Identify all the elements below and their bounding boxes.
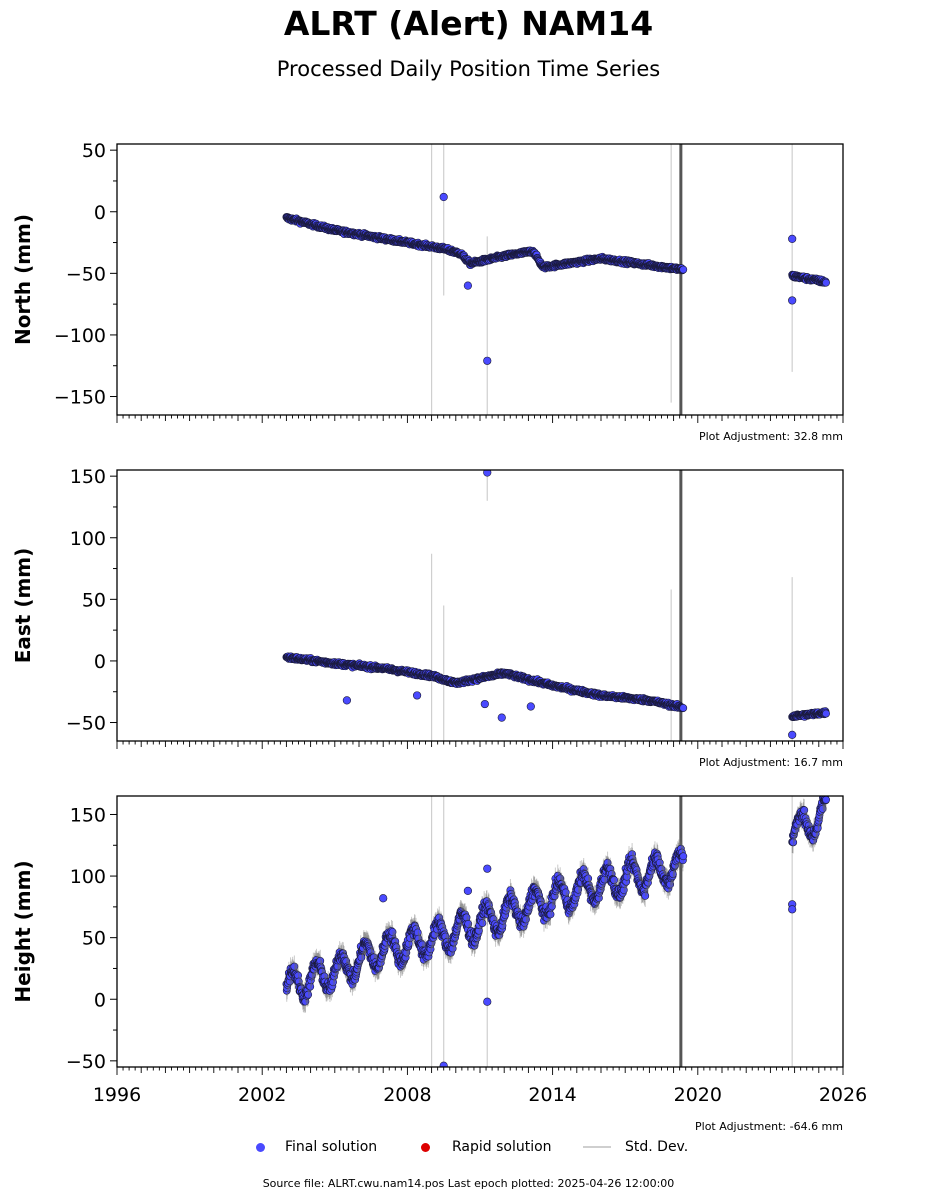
final-solution-point	[822, 709, 830, 718]
final-solution-point	[788, 296, 797, 305]
panel-frame	[116, 143, 844, 416]
y-tick-label: 150	[70, 466, 106, 488]
y-tick-label: −50	[66, 263, 106, 285]
y-tick-label: 0	[94, 202, 106, 224]
y-axis-label: East (mm)	[11, 548, 35, 664]
y-tick-label: 50	[82, 140, 106, 162]
final-solution-point	[610, 876, 619, 884]
panel-1-data	[282, 144, 830, 415]
final-solution-point	[788, 730, 797, 739]
final-solution-point	[483, 470, 492, 477]
panel-2-data	[282, 470, 830, 741]
final-solution-point	[412, 691, 422, 700]
final-solution-point	[679, 704, 688, 712]
final-solution-point	[342, 696, 352, 705]
chart-title: ALRT (Alert) NAM14	[283, 4, 654, 43]
plot-adjustment-label: Plot Adjustment: 16.7 mm	[699, 756, 843, 769]
final-solution-point	[641, 891, 650, 900]
final-solution-point	[478, 919, 487, 927]
final-solution-point	[304, 990, 313, 999]
y-tick-label: −150	[54, 387, 106, 409]
final-solution-point	[497, 713, 506, 722]
y-tick-label: 100	[70, 528, 106, 550]
final-solution-point	[464, 919, 473, 928]
y-tick-label: 50	[82, 589, 106, 611]
y-tick-label: −50	[66, 713, 106, 735]
chart-subtitle: Processed Daily Position Time Series	[276, 57, 661, 81]
y-axis-label: North (mm)	[11, 214, 35, 345]
plot-adjustment-label: Plot Adjustment: 32.8 mm	[699, 430, 843, 443]
final-solution-point	[463, 281, 473, 290]
final-solution-point	[561, 888, 570, 897]
final-solution-point	[679, 265, 688, 274]
final-solution-point	[483, 356, 492, 365]
panel-frame	[116, 469, 844, 742]
final-solution-point	[822, 278, 830, 287]
final-solution-point	[788, 234, 797, 243]
final-solution-point	[526, 702, 535, 711]
panel-3-data	[282, 796, 830, 1067]
final-solution-point	[388, 928, 397, 936]
final-solution-point	[480, 699, 489, 709]
final-solution-point	[439, 192, 448, 202]
y-tick-label: −100	[54, 325, 106, 347]
y-tick-label: 0	[94, 651, 106, 673]
